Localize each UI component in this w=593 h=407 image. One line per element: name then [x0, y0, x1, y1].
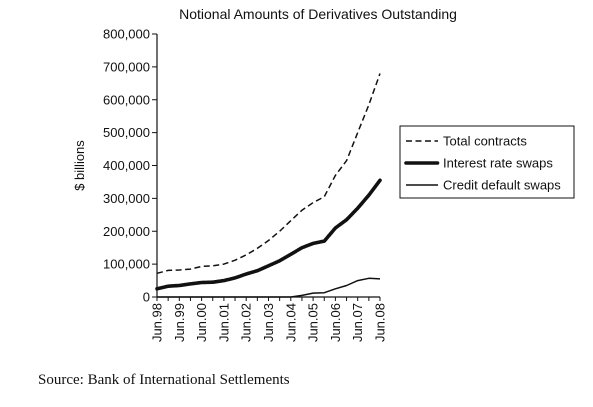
- x-axis: Jun.98 Jun.99 Jun.00 Jun.01 Jun.02 Jun.03 Jun.…: [150, 296, 388, 342]
- x-tick-label: Jun.08: [373, 303, 388, 342]
- chart-title: Notional Amounts of Derivatives Outstand…: [179, 6, 457, 22]
- legend: Total contracts Interest rate swaps Credit…: [399, 125, 575, 199]
- legend-label: Credit default swaps: [443, 178, 561, 193]
- x-tick-label: Jun.03: [261, 303, 276, 342]
- series-layer: [155, 73, 382, 298]
- y-axis: 0 100,000 200,000 300,000 400,000 500,000 600,…: [103, 27, 158, 305]
- x-tick-label: Jun.07: [350, 303, 365, 342]
- y-tick-label: 200,000: [103, 224, 150, 239]
- x-tick-label: Jun.05: [306, 303, 321, 342]
- x-tick-label: Jun.00: [194, 303, 209, 342]
- x-tick-label: Jun.99: [172, 303, 187, 342]
- series-line-interest-rate-swaps: [155, 178, 382, 291]
- y-tick-label: 500,000: [103, 125, 150, 140]
- source-note: Source: Bank of International Settlement…: [38, 372, 290, 388]
- legend-label: Total contracts: [443, 134, 527, 149]
- y-tick-label: 800,000: [103, 27, 150, 42]
- x-tick-label: Jun.98: [150, 303, 165, 342]
- y-tick-label: 600,000: [103, 92, 150, 107]
- x-tick-label: Jun.06: [328, 303, 343, 342]
- series-line-total-contracts: [156, 73, 381, 275]
- y-tick-label: 400,000: [103, 158, 150, 173]
- y-tick-label: 700,000: [103, 59, 150, 74]
- x-tick-label: Jun.04: [283, 303, 298, 342]
- x-tick-label: Jun.01: [216, 303, 231, 342]
- y-tick-label: 300,000: [103, 191, 150, 206]
- y-axis-label: $ billions: [72, 140, 87, 191]
- legend-label: Interest rate swaps: [443, 156, 553, 171]
- y-tick-label: 100,000: [103, 257, 150, 272]
- y-tick-label: 0: [143, 290, 150, 305]
- x-tick-label: Jun.02: [239, 303, 254, 342]
- series-line-credit-default-swaps: [157, 277, 381, 298]
